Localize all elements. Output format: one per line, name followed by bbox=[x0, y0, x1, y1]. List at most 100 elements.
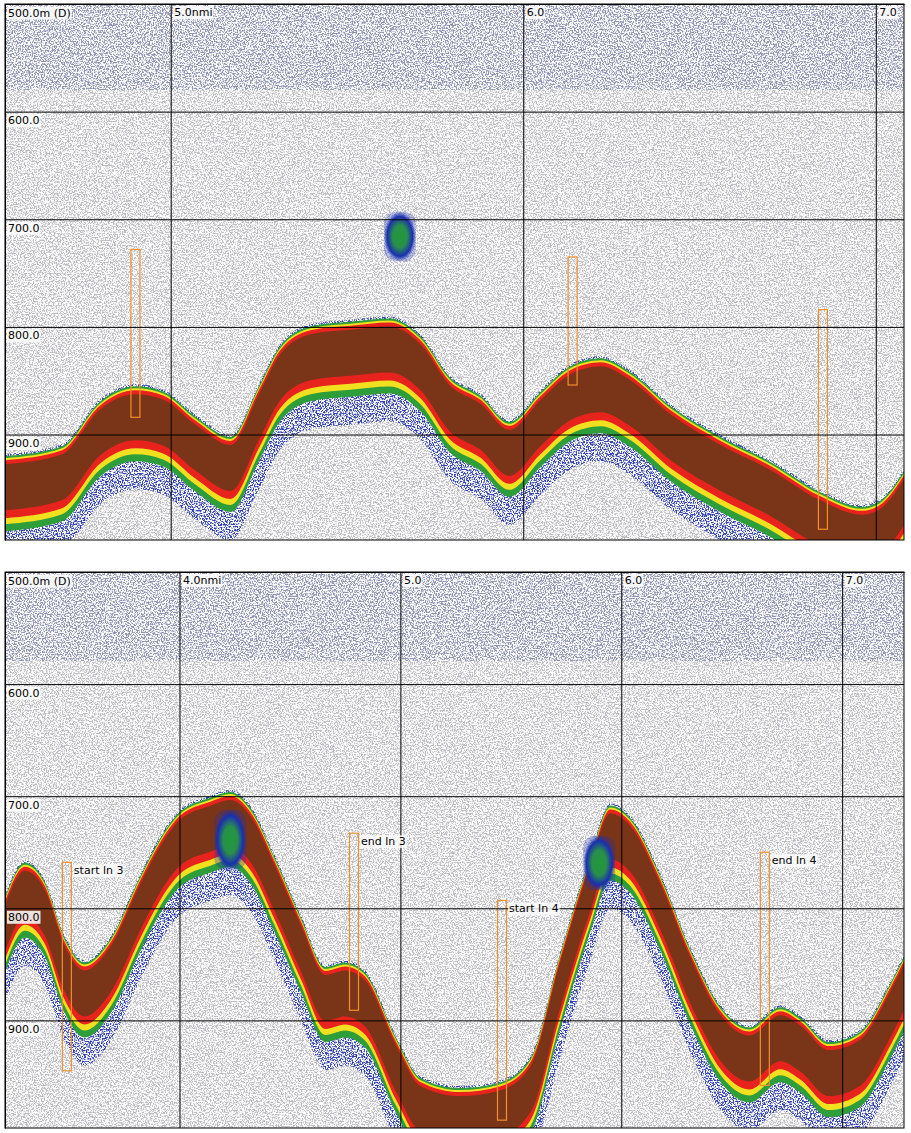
label-background bbox=[7, 114, 41, 127]
marker-label: end ln 4 bbox=[772, 854, 817, 867]
water-column-noise bbox=[5, 572, 904, 1128]
label-background bbox=[526, 6, 546, 19]
tick: 500.0m (D) bbox=[5, 5, 904, 20]
grid-line bbox=[5, 908, 904, 909]
tick-label: 6.0 bbox=[527, 6, 545, 19]
tick: 5.0 bbox=[401, 572, 423, 1128]
label-background bbox=[845, 574, 865, 587]
line-marker bbox=[131, 249, 140, 417]
tick: 6.0 bbox=[622, 572, 644, 1128]
scattering-layer bbox=[5, 4, 904, 90]
grid-line bbox=[5, 435, 904, 436]
marker-label: start ln 3 bbox=[74, 864, 124, 877]
plot-background bbox=[5, 572, 904, 1128]
plot-marks bbox=[5, 572, 904, 1128]
tick: 700.0 bbox=[5, 797, 904, 812]
fish-school bbox=[583, 835, 615, 890]
grid-line bbox=[621, 572, 622, 1128]
line-marker bbox=[349, 833, 358, 1010]
label-background bbox=[7, 687, 41, 700]
label-background bbox=[7, 911, 41, 924]
tick: 800.0 bbox=[5, 327, 904, 342]
grid-line bbox=[5, 1020, 904, 1021]
tick-label: 700.0 bbox=[8, 222, 40, 235]
tick-label: 800.0 bbox=[8, 329, 40, 342]
tick: 5.0nmi bbox=[171, 4, 213, 540]
tick-label: 500.0m (D) bbox=[8, 575, 71, 588]
echogram-panel: 5.0nmi 6.0 7.0 500.0m (D) 600.0 700.0 800.0 900… bbox=[5, 4, 905, 610]
label-background bbox=[7, 575, 72, 588]
tick-label: 600.0 bbox=[8, 687, 40, 700]
tick-label: 7.0 bbox=[846, 574, 864, 587]
tick-label: 700.0 bbox=[8, 799, 40, 812]
fish-school bbox=[384, 212, 416, 262]
grid-line bbox=[523, 4, 524, 540]
tick-label: 4.0nmi bbox=[183, 574, 221, 587]
tick: 4.0nmi bbox=[180, 572, 222, 1128]
label-background bbox=[7, 222, 41, 235]
tick: 700.0 bbox=[5, 220, 904, 235]
line-marker bbox=[497, 900, 506, 1120]
label-background bbox=[173, 6, 213, 19]
seabed-red bbox=[5, 796, 904, 1128]
grid-line bbox=[179, 572, 180, 1128]
grid-line bbox=[171, 4, 172, 540]
line-marker bbox=[568, 257, 577, 385]
x-axis: 4.0nmi 5.0 6.0 7.0 bbox=[6, 572, 905, 1128]
y-axis: 500.0m (D) 600.0 700.0 800.0 900.0 bbox=[5, 573, 904, 1129]
x-axis: 5.0nmi 6.0 7.0 bbox=[6, 4, 905, 540]
marker-label: start ln 4 bbox=[509, 902, 559, 915]
grid-line bbox=[876, 4, 877, 540]
seabed-diffuse bbox=[5, 790, 904, 1128]
tick-label: 5.0 bbox=[404, 574, 422, 587]
label-background bbox=[624, 574, 644, 587]
line-marker bbox=[818, 310, 827, 530]
grid-line bbox=[5, 219, 904, 220]
grid-line bbox=[5, 112, 904, 113]
label-background bbox=[182, 574, 222, 587]
tick: 500.0m (D) bbox=[5, 573, 904, 588]
label-background bbox=[73, 864, 125, 877]
tick: 900.0 bbox=[5, 435, 904, 450]
seabed-green bbox=[5, 792, 904, 1128]
grid-line bbox=[5, 327, 904, 328]
tick-label: 7.0 bbox=[879, 6, 897, 19]
tick: 7.0 bbox=[876, 4, 898, 540]
tick: 600.0 bbox=[5, 112, 904, 127]
tick: 800.0 bbox=[5, 909, 904, 924]
label-background bbox=[771, 854, 818, 867]
plot-frame bbox=[5, 4, 904, 540]
line-marker bbox=[62, 862, 71, 1070]
tick-label: 600.0 bbox=[8, 114, 40, 127]
label-background bbox=[7, 7, 72, 20]
grid-line bbox=[842, 572, 843, 1128]
tick: 6.0 bbox=[524, 4, 546, 540]
y-axis: 500.0m (D) 600.0 700.0 800.0 900.0 bbox=[5, 5, 904, 541]
line-marker bbox=[760, 852, 769, 1085]
grid-line bbox=[400, 572, 401, 1128]
marker-label: end ln 3 bbox=[361, 835, 406, 848]
fish-school bbox=[214, 810, 246, 871]
grid-line bbox=[5, 796, 904, 797]
grid-line bbox=[5, 684, 904, 685]
tick: 900.0 bbox=[5, 1021, 904, 1036]
label-background bbox=[7, 799, 41, 812]
scattering-layer bbox=[5, 572, 904, 661]
plot-marks bbox=[5, 4, 904, 540]
label-background bbox=[508, 902, 560, 915]
tick-label: 5.0nmi bbox=[174, 6, 212, 19]
tick-label: 500.0m (D) bbox=[8, 7, 71, 20]
label-background bbox=[7, 329, 41, 342]
echogram-panel: 4.0nmi 5.0 6.0 7.0 500.0m (D) 600.0 700.0 800.0… bbox=[5, 572, 905, 1133]
label-background bbox=[360, 835, 407, 848]
plot-frame bbox=[5, 572, 904, 1128]
echogram-figure: 5.0nmi 6.0 7.0 500.0m (D) 600.0 700.0 800.0 900… bbox=[0, 0, 911, 1133]
label-background bbox=[403, 574, 423, 587]
label-background bbox=[7, 1023, 41, 1036]
tick-label: 900.0 bbox=[8, 1023, 40, 1036]
tick-label: 900.0 bbox=[8, 437, 40, 450]
label-background bbox=[7, 437, 41, 450]
tick-label: 6.0 bbox=[625, 574, 643, 587]
tick-label: 800.0 bbox=[8, 911, 40, 924]
label-background bbox=[878, 6, 898, 19]
